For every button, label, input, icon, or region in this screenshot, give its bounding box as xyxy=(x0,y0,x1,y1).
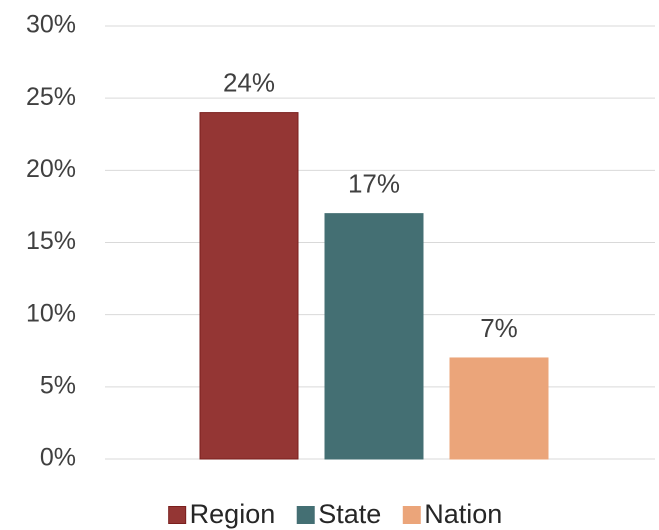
legend-label: Nation xyxy=(424,499,502,529)
y-tick-label: 10% xyxy=(26,299,76,327)
legend-swatch xyxy=(168,506,187,524)
data-label: 7% xyxy=(480,313,518,343)
bar xyxy=(199,112,299,460)
y-tick-label: 25% xyxy=(26,83,76,111)
legend-swatch xyxy=(296,506,315,524)
legend-swatch xyxy=(402,506,421,524)
data-label: 17% xyxy=(348,169,400,199)
y-tick-label: 5% xyxy=(40,371,76,399)
legend-label: State xyxy=(318,499,381,529)
y-tick-label: 15% xyxy=(26,227,76,255)
data-label: 24% xyxy=(223,67,275,97)
bar xyxy=(324,213,424,460)
legend-label: Region xyxy=(190,499,276,529)
y-tick-label: 0% xyxy=(40,444,76,472)
bar xyxy=(449,357,549,460)
y-tick-label: 30% xyxy=(26,11,76,39)
y-tick-label: 20% xyxy=(26,155,76,183)
